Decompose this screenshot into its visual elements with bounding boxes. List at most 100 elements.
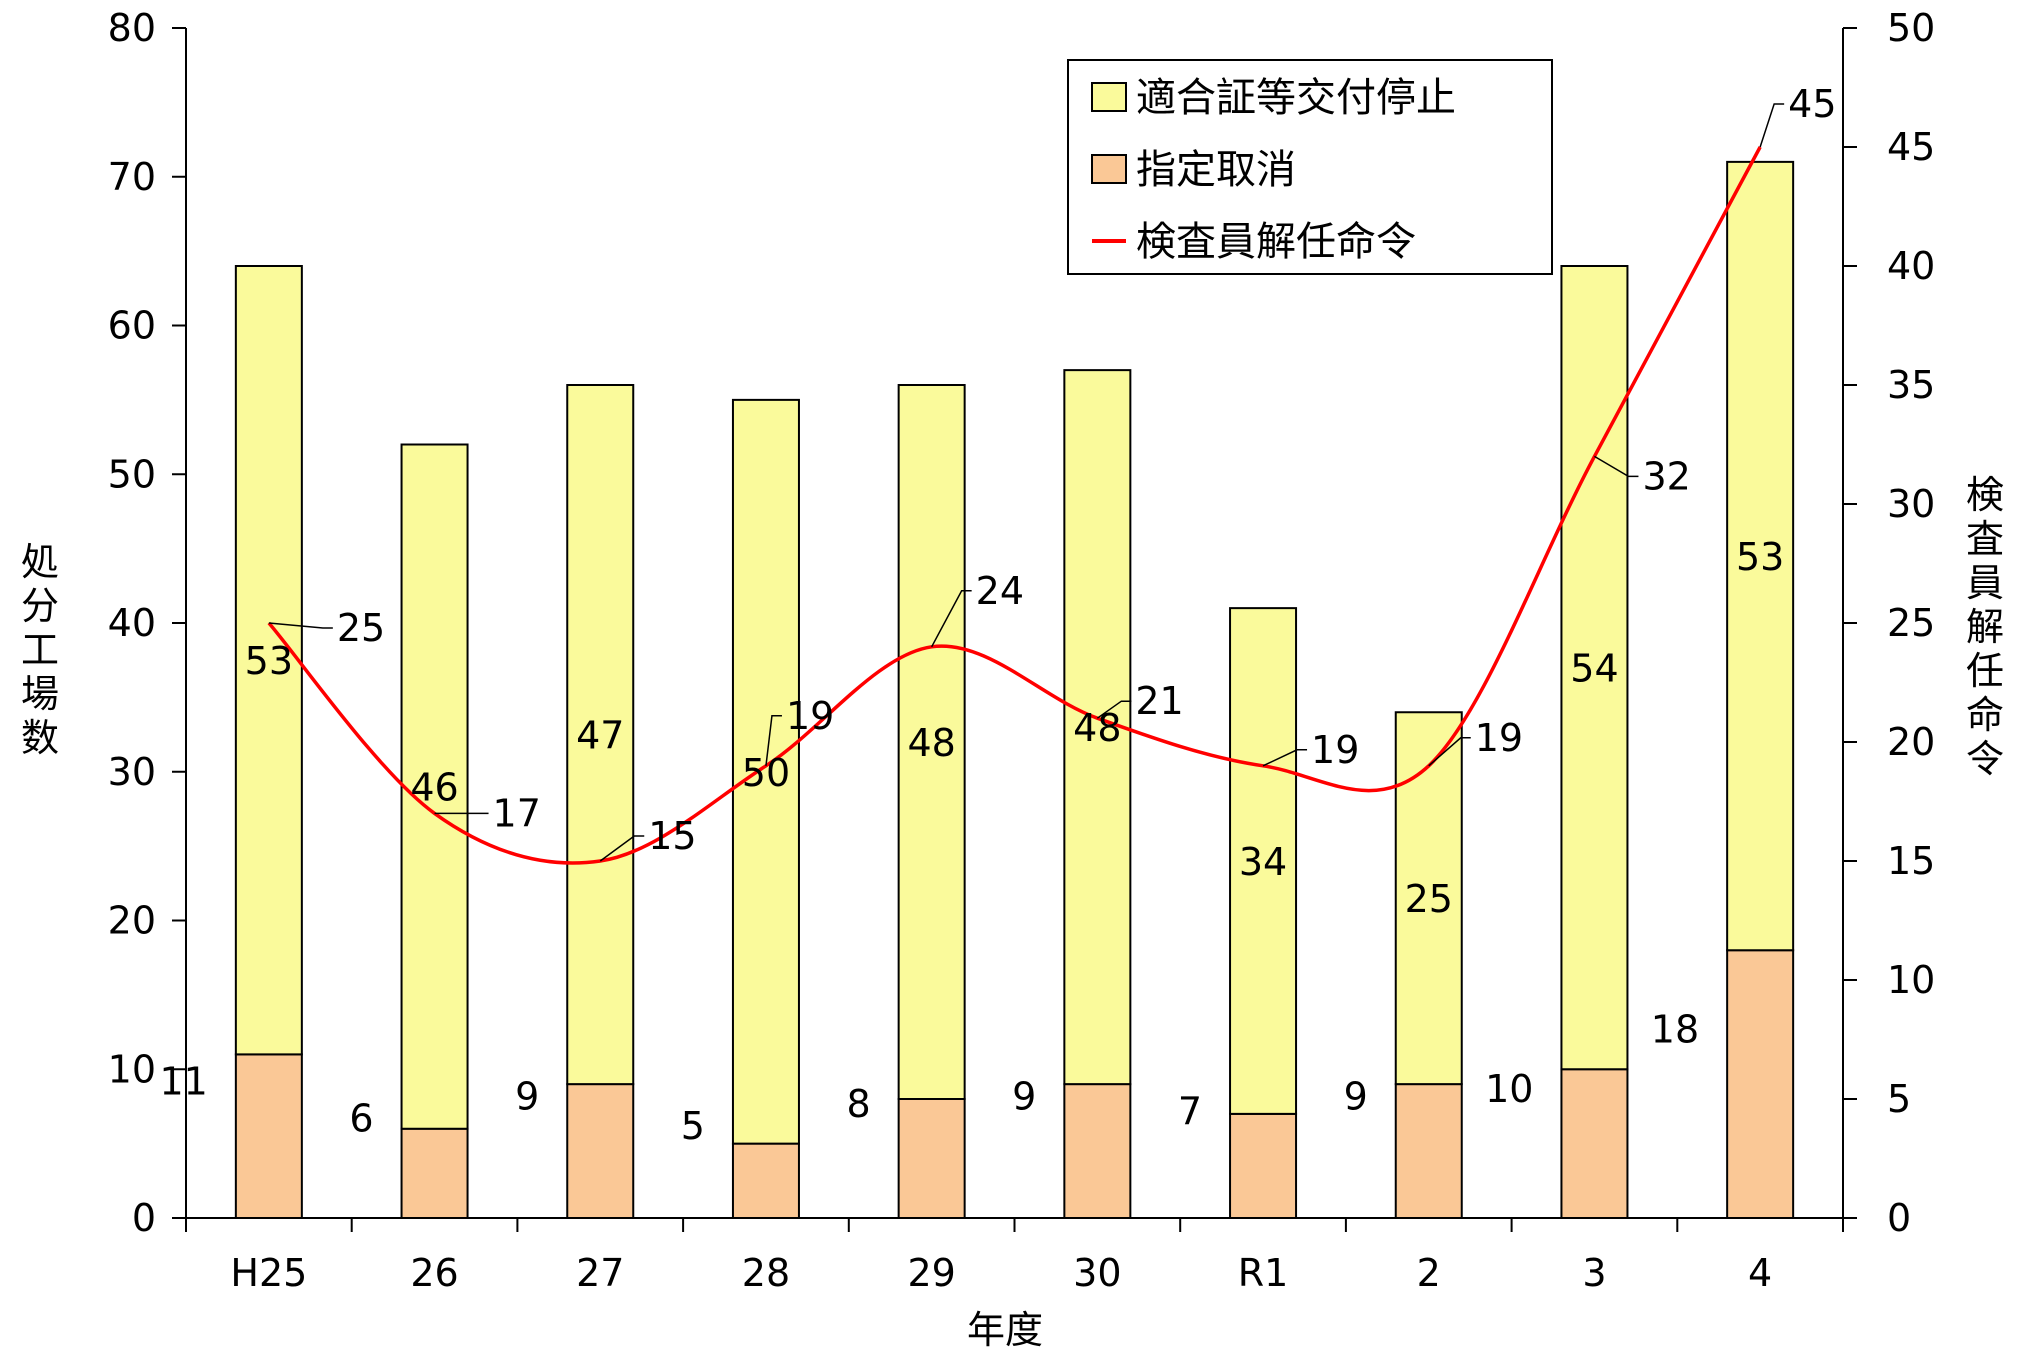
label-kensain-kainin: 21 [1135, 679, 1183, 723]
label-tekigo-teishi: 34 [1239, 840, 1287, 884]
label-tekigo-teishi: 54 [1570, 647, 1618, 691]
bar-tekigo-teishi [731, 398, 800, 1145]
y2-tick-label: 10 [1887, 958, 1935, 1002]
line-label-leader [1759, 103, 1785, 148]
bar-shitei-torikeshi [731, 1142, 800, 1219]
data-labels: 53 11 46 6 47 9 50 5 48 8 48 9 34 7 25 9 54 10 53 18 25 17 15 1… [159, 82, 1836, 1148]
y-tick-label: 20 [108, 899, 156, 943]
line-label-leader [1262, 749, 1308, 767]
label-tekigo-teishi: 48 [907, 721, 955, 765]
y2-tick-label: 25 [1887, 601, 1935, 645]
label-kensain-kainin: 19 [786, 694, 834, 738]
label-shitei-torikeshi: 18 [1651, 1007, 1699, 1051]
line-label-leader [930, 590, 972, 648]
label-tekigo-teishi: 46 [410, 766, 458, 810]
bar-shitei-torikeshi [897, 1098, 966, 1219]
line-kensain-kainin [267, 146, 1762, 865]
label-shitei-torikeshi: 10 [1485, 1067, 1533, 1111]
y2-tick-label: 0 [1887, 1196, 1911, 1240]
x-tick-label: 26 [410, 1251, 458, 1295]
axes: 0102030405060708005101520253035404550H25… [21, 6, 2004, 1350]
y-tick-label: 80 [108, 6, 156, 50]
y-axis-title-char: 工 [21, 628, 59, 672]
y2-axis-title-char: 令 [1966, 737, 2004, 781]
legend-label: 指定取消 [1136, 147, 1296, 193]
y2-axis-title-char: 命 [1966, 693, 2004, 737]
y2-tick-label: 50 [1887, 6, 1935, 50]
line-label-leader [1096, 700, 1132, 719]
bar-shitei-torikeshi [400, 1127, 469, 1219]
bar-shitei-torikeshi [1394, 1083, 1463, 1219]
label-tekigo-teishi: 47 [576, 714, 624, 758]
y2-axis-title-char: 任 [1966, 649, 2004, 693]
x-tick-label: R1 [1238, 1251, 1289, 1295]
y2-tick-label: 20 [1887, 720, 1935, 764]
label-tekigo-teishi: 53 [245, 639, 293, 683]
bar-tekigo-teishi [1560, 265, 1629, 1071]
label-tekigo-teishi: 25 [1405, 877, 1453, 921]
label-tekigo-teishi: 50 [742, 751, 790, 795]
y2-tick-label: 45 [1887, 125, 1935, 169]
y-tick-label: 60 [108, 304, 156, 348]
label-shitei-torikeshi: 11 [159, 1060, 207, 1104]
y2-tick-label: 35 [1887, 363, 1935, 407]
y2-tick-label: 30 [1887, 482, 1935, 526]
y-tick-label: 70 [108, 155, 156, 199]
label-shitei-torikeshi: 9 [1012, 1074, 1036, 1118]
y-tick-label: 40 [108, 601, 156, 645]
x-tick-label: 27 [576, 1251, 624, 1295]
y-axis-title-char: 場 [21, 672, 59, 716]
label-tekigo-teishi: 53 [1736, 535, 1784, 579]
bar-tekigo-teishi [897, 384, 966, 1100]
y2-axis-title: 検査員解任命令 [1966, 473, 2004, 781]
bar-shitei-torikeshi [1560, 1068, 1629, 1219]
legend-box [1067, 59, 1553, 275]
x-axis-title: 年度 [967, 1308, 1043, 1350]
line-label-leader [1594, 455, 1639, 478]
bar-shitei-torikeshi [234, 1053, 303, 1219]
y2-axis-title-char: 員 [1966, 561, 2004, 605]
bar-tekigo-teishi [1229, 607, 1298, 1115]
bar-shitei-torikeshi [1063, 1083, 1132, 1219]
label-shitei-torikeshi: 9 [1344, 1074, 1368, 1118]
y-axis-title-char: 数 [21, 716, 59, 760]
y-tick-label: 10 [108, 1047, 156, 1091]
label-kensain-kainin: 15 [648, 814, 696, 858]
x-tick-label: 30 [1073, 1251, 1121, 1295]
bars [234, 160, 1795, 1219]
label-kensain-kainin: 17 [493, 791, 541, 835]
y2-tick-label: 40 [1887, 244, 1935, 288]
label-kensain-kainin: 24 [976, 569, 1024, 613]
y2-tick-label: 15 [1887, 839, 1935, 883]
bar-shitei-torikeshi [1229, 1112, 1298, 1219]
bar-tekigo-teishi [566, 384, 635, 1086]
label-kensain-kainin: 19 [1311, 728, 1359, 772]
x-tick-label: H25 [230, 1251, 307, 1295]
label-tekigo-teishi: 48 [1073, 706, 1121, 750]
y2-axis-title-char: 解 [1966, 605, 2004, 649]
bar-shitei-torikeshi [1726, 949, 1795, 1219]
y-tick-label: 30 [108, 750, 156, 794]
label-shitei-torikeshi: 6 [349, 1097, 373, 1141]
bar-tekigo-teishi [400, 443, 469, 1130]
line-label-leader [268, 622, 333, 629]
label-kensain-kainin: 19 [1475, 716, 1523, 760]
y2-axis-title-char: 検 [1966, 473, 2004, 517]
line-layer [267, 146, 1762, 865]
legend-label: 検査員解任命令 [1136, 219, 1416, 265]
label-shitei-torikeshi: 7 [1178, 1089, 1202, 1133]
y-axis-title-char: 処 [21, 540, 59, 584]
label-kensain-kainin: 25 [337, 606, 385, 650]
bar-shitei-torikeshi [566, 1083, 635, 1219]
line-label-leader [599, 835, 645, 862]
label-kensain-kainin: 32 [1642, 454, 1690, 498]
bar-tekigo-teishi [1394, 711, 1463, 1086]
legend-swatch-bar [1091, 82, 1127, 112]
line-label-leader [765, 715, 782, 766]
y-axis-title-char: 分 [21, 584, 59, 628]
label-shitei-torikeshi: 9 [515, 1074, 539, 1118]
x-tick-label: 28 [742, 1251, 790, 1295]
y-tick-label: 50 [108, 452, 156, 496]
label-kensain-kainin: 45 [1788, 82, 1836, 126]
